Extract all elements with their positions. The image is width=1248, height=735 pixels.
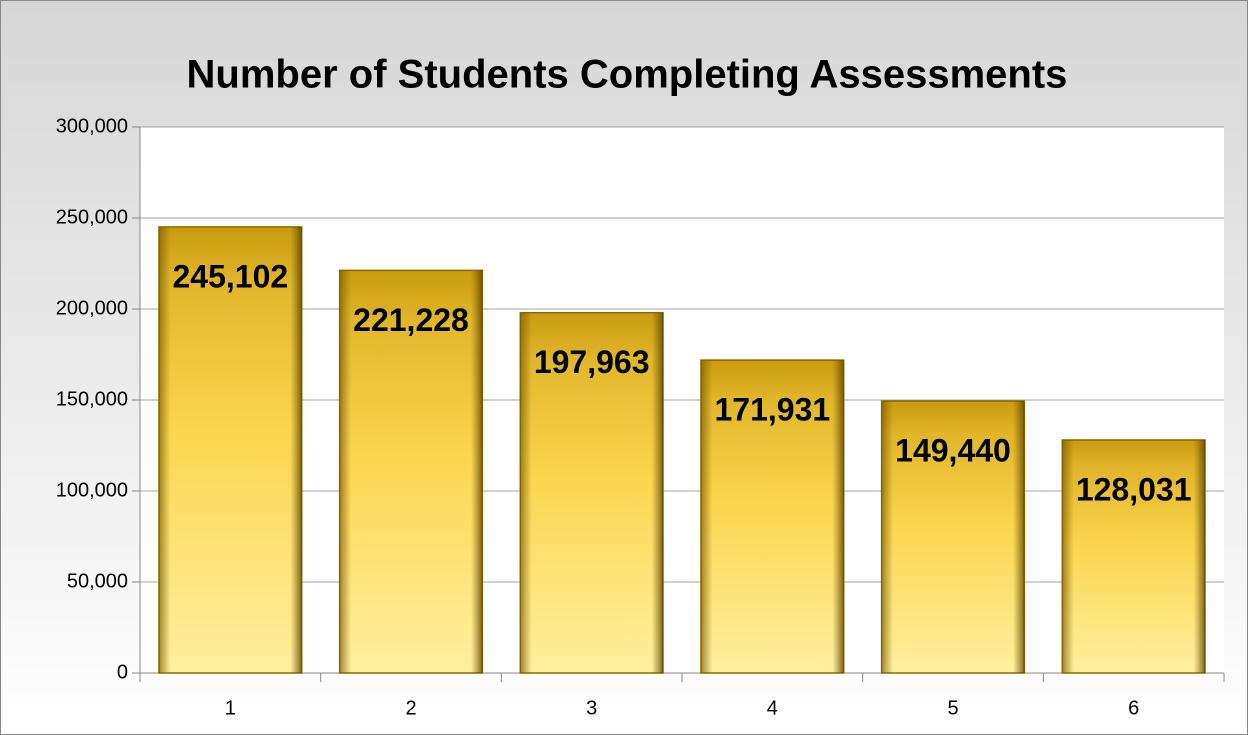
x-tick-label: 3 (586, 697, 597, 719)
y-tick-label: 250,000 (56, 206, 128, 228)
data-label: 171,931 (714, 392, 830, 428)
data-label: 128,031 (1076, 471, 1192, 507)
y-tick-label: 150,000 (56, 388, 128, 410)
data-label: 197,963 (534, 344, 650, 380)
x-tick-label: 5 (947, 697, 958, 719)
data-label: 221,228 (353, 302, 469, 338)
bar-edge (700, 360, 844, 673)
bar-edge (1062, 439, 1206, 673)
x-tick-label: 2 (405, 697, 416, 719)
x-tick-label: 6 (1128, 697, 1139, 719)
y-tick-label: 200,000 (56, 297, 128, 319)
data-label: 245,102 (172, 258, 288, 294)
y-tick-label: 100,000 (56, 479, 128, 501)
y-tick-label: 0 (117, 661, 128, 683)
bar-edge (339, 270, 483, 673)
chart-title: Number of Students Completing Assessment… (187, 53, 1068, 97)
y-tick-label: 300,000 (56, 115, 128, 137)
bar-edge (881, 401, 1025, 673)
bar-edge (158, 226, 302, 673)
x-tick-label: 4 (767, 697, 778, 719)
data-label: 149,440 (895, 432, 1011, 468)
y-tick-label: 50,000 (67, 570, 128, 592)
bar-edge (520, 312, 664, 673)
x-tick-label: 1 (225, 697, 236, 719)
